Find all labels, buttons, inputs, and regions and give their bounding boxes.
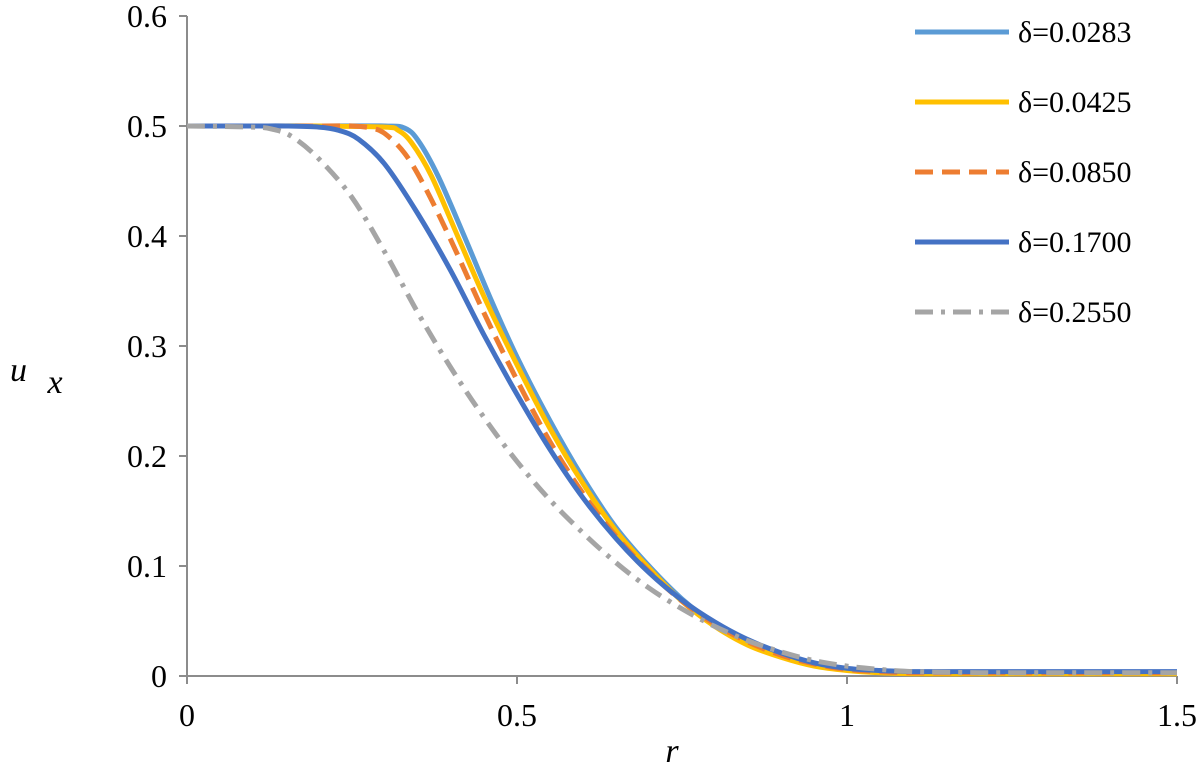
y-tick-label: 0 <box>151 658 167 694</box>
legend-label: δ=0.1700 <box>1018 226 1132 259</box>
y-tick-label: 0.3 <box>127 328 167 364</box>
tick-labels: 0 0.1 0.2 0.3 0.4 0.5 0.6 0 0.5 1 1.5 <box>127 0 1197 733</box>
y-tick-label: 0.2 <box>127 438 167 474</box>
series-line-3 <box>187 123 1177 676</box>
y-tick-label: 0.5 <box>127 108 167 144</box>
legend-label: δ=0.0425 <box>1018 86 1132 119</box>
y-tick-label: 0.1 <box>127 548 167 584</box>
x-tick-label: 0 <box>179 697 195 733</box>
x-tick-label: 1 <box>839 697 855 733</box>
series-line-1 <box>187 123 1177 676</box>
series-line-5 <box>186 123 1177 676</box>
y-axis-label-main: u <box>10 352 27 389</box>
series-lines <box>186 123 1177 677</box>
legend: δ=0.0283 δ=0.0425 δ=0.0850 δ=0.1700 δ=0.2550 <box>915 16 1132 329</box>
y-axis-label: u x <box>10 352 63 401</box>
y-axis-label-subscript: x <box>47 364 63 401</box>
x-tick-label: 1.5 <box>1157 697 1197 733</box>
series-line-2 <box>187 123 1177 677</box>
legend-label: δ=0.0283 <box>1018 16 1132 49</box>
y-tick-label: 0.6 <box>127 0 167 34</box>
x-axis-label: r <box>665 733 679 762</box>
legend-label: δ=0.2550 <box>1018 296 1132 329</box>
y-tick-label: 0.4 <box>127 218 167 254</box>
series-line-4 <box>187 123 1177 675</box>
x-tick-label: 0.5 <box>497 697 537 733</box>
legend-label: δ=0.0850 <box>1018 156 1132 189</box>
